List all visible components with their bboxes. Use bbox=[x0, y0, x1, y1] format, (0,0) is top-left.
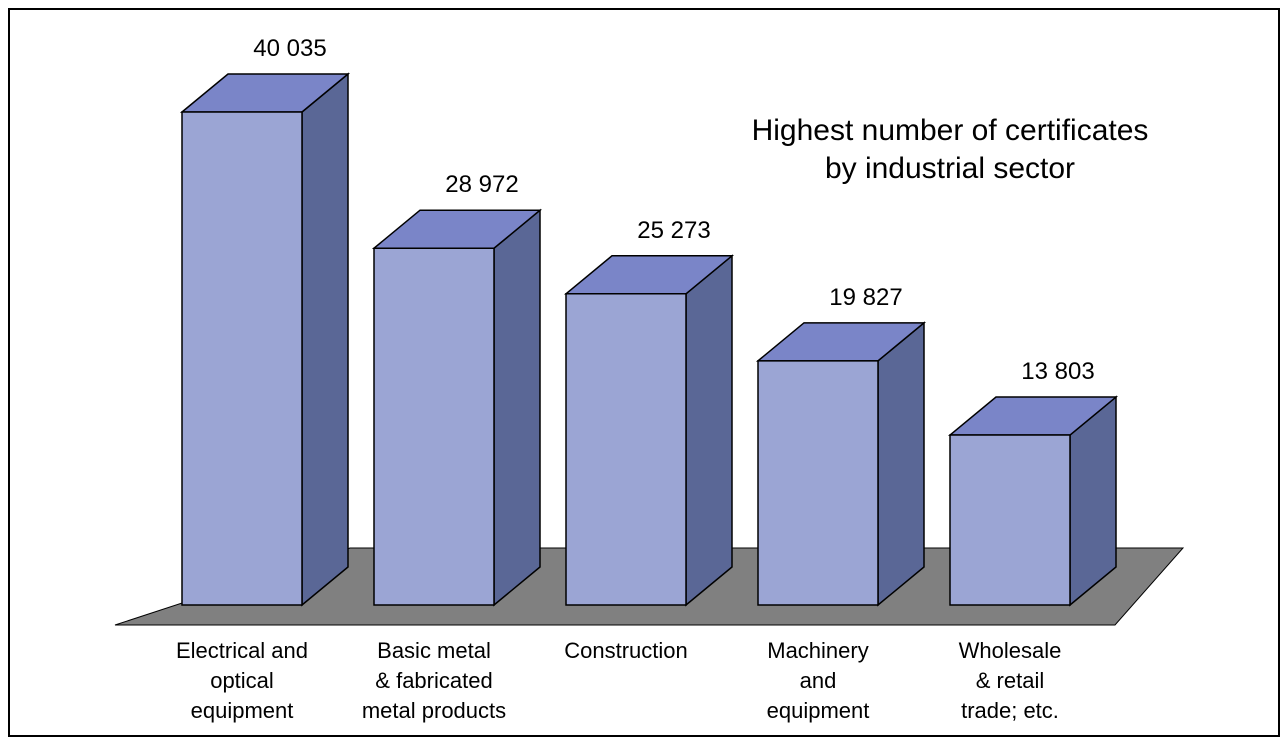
x-tick-label: Wholesale & retail trade; etc. bbox=[958, 638, 1062, 723]
bar-front bbox=[757, 360, 879, 606]
bar-front bbox=[949, 434, 1071, 606]
x-tick-label: Basic metal & fabricated metal products bbox=[361, 638, 507, 723]
bar bbox=[563, 254, 735, 607]
bar-front bbox=[565, 293, 687, 606]
bar-side bbox=[877, 321, 925, 607]
value-label: 40 035 bbox=[253, 35, 326, 62]
chart-title: Highest number of certificates by indust… bbox=[751, 114, 1149, 185]
bar-front bbox=[373, 247, 495, 606]
bar-side bbox=[685, 254, 733, 607]
x-tick-label: Electrical and optical equipment bbox=[175, 638, 309, 723]
bar-side bbox=[301, 72, 349, 607]
value-label: 28 972 bbox=[445, 171, 518, 198]
value-label: 19 827 bbox=[829, 284, 902, 311]
bar bbox=[371, 208, 543, 607]
bar-front bbox=[181, 111, 303, 606]
value-label: 25 273 bbox=[637, 217, 710, 244]
bar bbox=[947, 395, 1119, 607]
value-label: 13 803 bbox=[1021, 358, 1094, 385]
x-tick-label: Machinery and equipment bbox=[766, 638, 870, 723]
bar bbox=[755, 321, 927, 607]
bar bbox=[179, 72, 351, 607]
bar-side bbox=[493, 208, 541, 607]
x-tick-label: Construction bbox=[564, 638, 688, 663]
